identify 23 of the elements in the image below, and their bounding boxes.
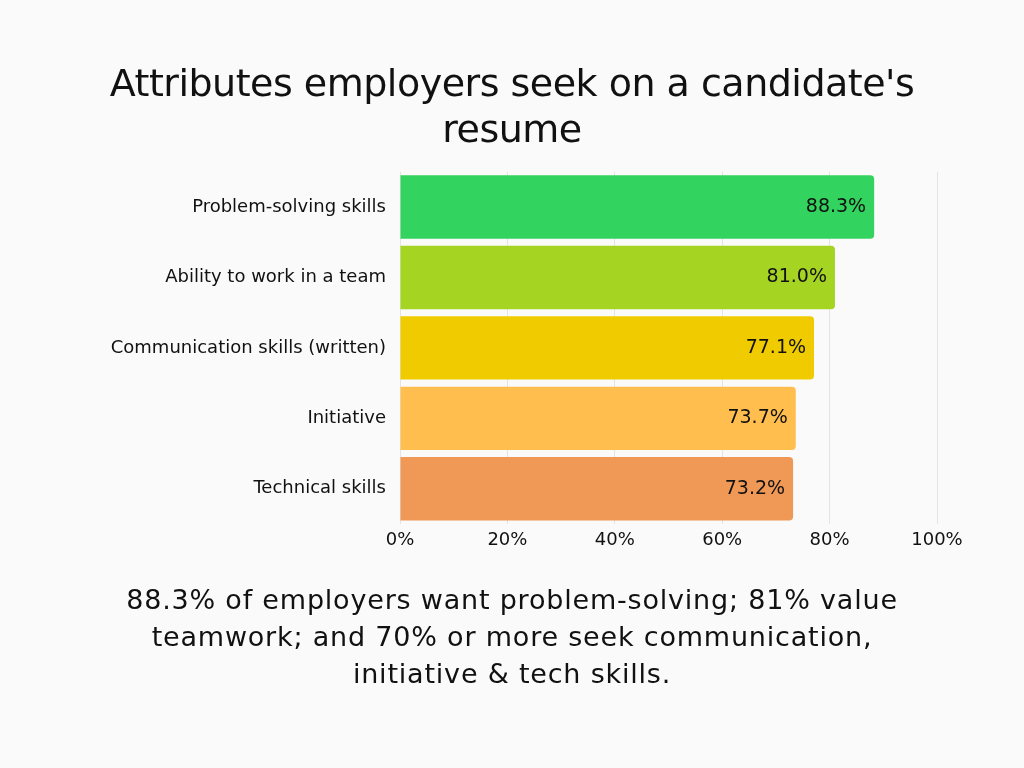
bar [400,245,835,310]
x-tick-label: 20% [487,528,528,550]
data-label: 88.3% [805,193,867,216]
data-label: 81.0% [766,264,827,287]
bar [400,175,875,239]
x-tick-label: 100% [911,528,963,550]
data-label: 73.2% [724,475,786,498]
data-label: 73.7% [727,405,788,428]
y-tick-label: Ability to work in a team [165,265,386,287]
y-tick-label: Technical skills [252,476,386,498]
x-tick-label: 0% [385,528,415,550]
y-tick-label: Communication skills (written) [110,335,386,357]
data-label: 77.1% [745,334,807,357]
bar [400,316,815,380]
x-tick-label: 60% [702,528,743,550]
x-tick-label: 40% [594,528,635,550]
bar [400,457,794,521]
y-tick-label: Problem-solving skills [192,194,386,216]
text: 88.3% of employers want problem-solving; 81% value teamwork; and 70% or more seek communication, initiative & tech skills. [125,583,899,691]
x-tick-label: 80% [809,528,850,550]
y-tick-label: Initiative [307,406,386,428]
bar [400,386,796,451]
chart-title: Attributes employers seek on a candidate's resume [108,60,916,152]
